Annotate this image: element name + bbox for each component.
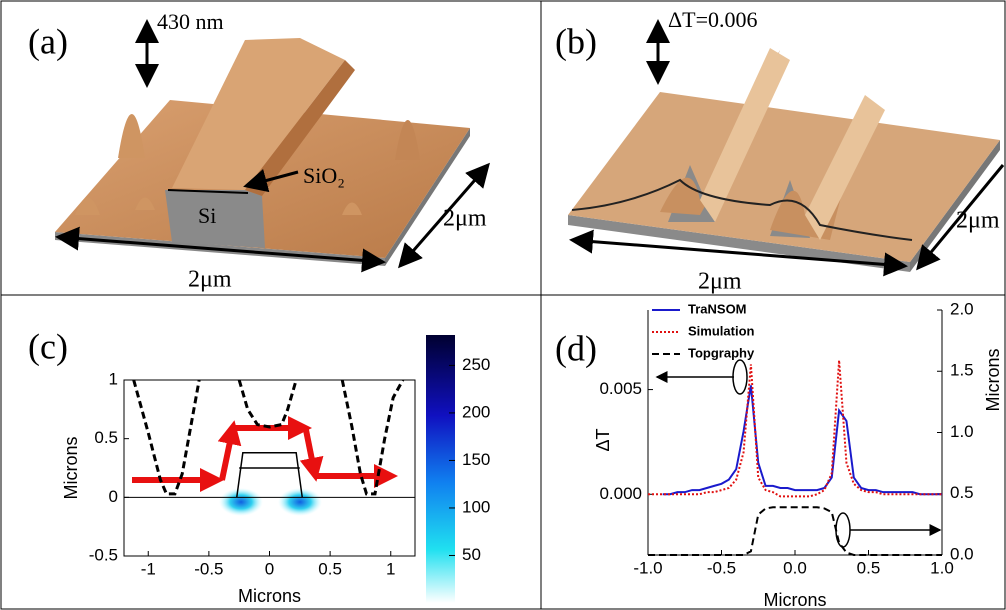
depth-label: 2μm	[956, 208, 1000, 234]
y-tick-label: 0.005	[599, 379, 642, 398]
y2-tick-label: 1.0	[950, 422, 974, 441]
colorbar	[426, 335, 455, 603]
y2-tick-label: 0.5	[950, 483, 974, 502]
x-axis-label: Microns	[763, 590, 826, 610]
x-tick-label: 0.5	[857, 558, 881, 577]
x-tick-label: -1.0	[633, 558, 662, 577]
x-tick-label: -0.5	[194, 559, 223, 578]
panel-label: (a)	[28, 21, 68, 61]
colorbar-tick-label: 50	[462, 545, 481, 564]
legend-label: TraNSOM	[688, 301, 747, 316]
width-label: 2μm	[188, 267, 232, 293]
frame	[1, 1, 1005, 609]
series-line	[663, 385, 942, 494]
y-tick-label: 0.000	[599, 484, 642, 503]
x-tick-label: -0.5	[707, 558, 736, 577]
x-tick-label: -1	[141, 559, 156, 578]
axis-pointers	[657, 360, 940, 547]
x-tick-label: 0	[265, 559, 274, 578]
series-line	[648, 360, 942, 496]
y-tick-label: 0	[109, 487, 118, 506]
legend-label: Topgraphy	[688, 345, 755, 360]
depth-label: 2μm	[443, 206, 487, 232]
y2-axis-label: Microns	[983, 348, 1003, 411]
surface-b	[568, 48, 1000, 272]
y-axis-label: ΔT	[593, 428, 613, 451]
height-label: 430 nm	[157, 9, 224, 34]
y-axis-label: Microns	[61, 436, 81, 499]
y2-tick-label: 1.5	[950, 361, 974, 380]
y2-tick-label: 2.0	[950, 299, 974, 318]
panel-label: (b)	[555, 21, 597, 61]
height-label: ΔT=0.006	[668, 7, 758, 32]
layer-label: Si	[198, 203, 216, 228]
series-line	[648, 507, 942, 555]
panel-label: (d)	[555, 328, 597, 368]
y-tick-label: 0.5	[94, 428, 118, 447]
colorbar-tick-label: 250	[462, 355, 490, 374]
panel-label: (c)	[28, 326, 68, 366]
width-label: 2μm	[698, 269, 742, 295]
y-tick-label: 1	[109, 369, 118, 388]
layer-label: SiO₂	[303, 163, 345, 188]
y2-tick-label: 0.0	[950, 544, 974, 563]
field	[219, 488, 322, 516]
colorbar-tick-label: 150	[462, 450, 490, 469]
x-tick-label: 1	[386, 559, 395, 578]
colorbar-tick-label: 100	[462, 497, 490, 516]
flow-arrows	[132, 428, 386, 480]
legend-label: Simulation	[688, 323, 755, 338]
colorbar-tick-label: 200	[462, 402, 490, 421]
figure: (a) 430 nm SiO₂ Si 2μm 2μm (b) ΔT=0.006 …	[0, 0, 1006, 610]
x-tick-label: 0.5	[318, 559, 342, 578]
x-tick-label: 0.0	[783, 558, 807, 577]
x-axis-label: Microns	[238, 586, 301, 606]
y-tick-label: -0.5	[89, 545, 118, 564]
surface-a	[55, 38, 470, 266]
